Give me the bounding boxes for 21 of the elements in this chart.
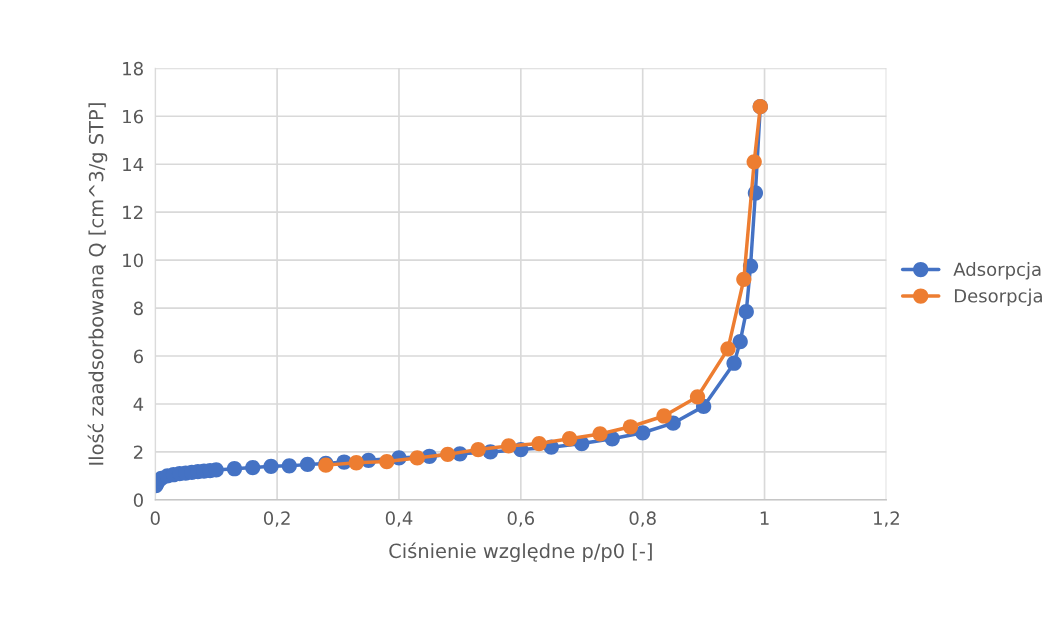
y-tick-label: 4 [133,397,144,411]
y-tick-label: 6 [133,349,143,364]
y-tick-label: 18 [123,61,143,76]
y-tick-label: 14 [123,157,144,172]
x-tick-label: 1 [760,511,769,525]
x-tick-label: 0 [150,511,160,525]
y-tick-label: 10 [123,253,143,268]
legend-label: Adsorpcja [953,262,1041,280]
x-axis-title: Ciśnienie względne p/p0 [-] [389,542,652,562]
y-tick-label: 2 [133,445,143,459]
legend-label: Desorpcja [954,288,1042,307]
x-tick-label: 0,8 [629,511,656,527]
x-tick-label: 0,4 [385,511,413,527]
y-tick-label: 16 [123,109,143,124]
x-tick-label: 1,2 [874,511,899,527]
y-tick-label: 8 [133,301,143,316]
y-tick-label: 12 [123,205,143,220]
y-tick-label: 0 [133,493,143,508]
y-axis-title: Ilość zaadsorbowana Q [cm^3/g STP] [87,103,108,465]
x-tick-label: 0,2 [263,511,290,527]
x-tick-label: 0,6 [507,511,535,527]
